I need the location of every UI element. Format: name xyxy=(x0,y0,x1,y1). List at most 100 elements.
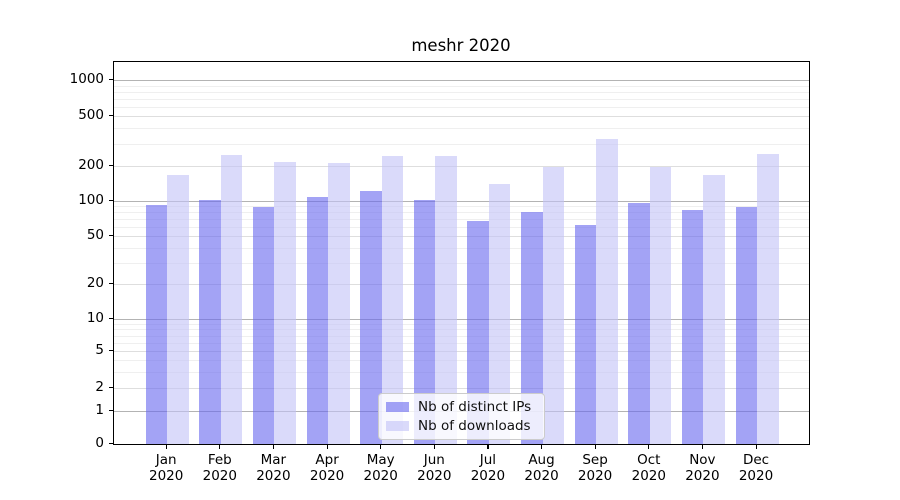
legend-label-downloads: Nb of downloads xyxy=(418,418,531,434)
x-tick-mark xyxy=(755,445,757,449)
gridline-y-3 xyxy=(114,371,809,373)
bar-distinct-ips-mar xyxy=(252,206,275,444)
x-tick-label-aug: Aug 2020 xyxy=(524,452,559,484)
gridline-y-1000 xyxy=(114,80,809,81)
y-tick-mark xyxy=(109,114,113,116)
bar-downloads-may xyxy=(381,155,404,444)
x-tick-label-jan: Jan 2020 xyxy=(149,452,184,484)
y-tick-label-1: 1 xyxy=(95,401,104,418)
x-tick-mark xyxy=(701,445,704,449)
x-tick-label-mar: Mar 2020 xyxy=(256,452,291,484)
x-tick-mark xyxy=(433,445,435,449)
legend: Nb of distinct IPs Nb of downloads xyxy=(378,393,545,440)
gridline-y-10 xyxy=(114,319,809,320)
gridline-y-70 xyxy=(114,219,809,220)
gridline-y-5 xyxy=(114,351,809,352)
gridline-y-2 xyxy=(114,388,809,389)
gridline-y-7 xyxy=(114,335,809,337)
legend-label-distinct-ips: Nb of distinct IPs xyxy=(418,399,532,415)
bar-downloads-oct xyxy=(649,166,672,444)
x-tick-label-apr: Apr 2020 xyxy=(309,452,345,484)
y-tick-label-50: 50 xyxy=(86,226,104,243)
chart-title: meshr 2020 xyxy=(411,36,511,55)
gridline-y-500 xyxy=(114,116,809,117)
y-tick-mark xyxy=(109,199,113,201)
x-tick-mark xyxy=(219,445,221,449)
bar-downloads-jul xyxy=(488,183,511,444)
legend-item-distinct-ips: Nb of distinct IPs xyxy=(386,400,536,414)
x-tick-mark xyxy=(165,445,167,449)
bar-downloads-mar xyxy=(274,162,296,444)
x-tick-label-nov: Nov 2020 xyxy=(685,452,720,484)
gridline-y-60 xyxy=(114,226,809,228)
y-tick-mark xyxy=(109,78,113,80)
x-tick-label-sep: Sep 2020 xyxy=(577,452,613,484)
bar-distinct-ips-dec xyxy=(735,206,757,444)
x-tick-label-dec: Dec 2020 xyxy=(738,452,774,484)
x-tick-label-jun: Jun 2020 xyxy=(417,452,452,484)
gridline-y-100 xyxy=(114,201,809,202)
bar-downloads-feb xyxy=(220,155,243,444)
bar-downloads-jun xyxy=(435,156,457,444)
y-tick-label-10: 10 xyxy=(86,309,104,326)
y-tick-label-2: 2 xyxy=(95,378,104,395)
gridline-y-40 xyxy=(114,247,809,249)
bar-downloads-apr xyxy=(328,162,350,444)
y-tick-mark xyxy=(109,164,113,166)
x-tick-mark xyxy=(326,445,328,449)
y-tick-mark xyxy=(109,409,113,411)
gridline-y-30 xyxy=(114,262,809,264)
bar-distinct-ips-jan xyxy=(145,205,168,444)
bar-distinct-ips-apr xyxy=(306,197,329,444)
gridline-y-900 xyxy=(114,85,809,87)
y-tick-label-500: 500 xyxy=(78,106,104,123)
gridline-y-6 xyxy=(114,342,809,344)
x-tick-mark xyxy=(272,445,275,449)
legend-swatch-downloads xyxy=(386,421,409,431)
bar-downloads-sep xyxy=(596,138,618,444)
y-tick-label-0: 0 xyxy=(95,435,104,451)
bar-distinct-ips-jun xyxy=(413,199,436,444)
x-tick-mark xyxy=(487,445,489,449)
y-tick-mark xyxy=(109,349,113,351)
bar-distinct-ips-jul xyxy=(467,220,489,444)
bar-distinct-ips-feb xyxy=(199,200,221,444)
gridline-y-20 xyxy=(114,284,809,285)
x-tick-mark xyxy=(541,445,543,449)
bar-downloads-dec xyxy=(757,154,779,444)
y-tick-mark xyxy=(109,443,113,445)
legend-item-downloads: Nb of downloads xyxy=(386,419,536,433)
y-tick-label-5: 5 xyxy=(95,341,104,358)
x-tick-mark xyxy=(380,445,382,449)
y-tick-mark xyxy=(109,386,113,388)
gridline-y-300 xyxy=(114,143,809,145)
x-tick-label-oct: Oct 2020 xyxy=(631,452,666,484)
bar-distinct-ips-sep xyxy=(574,225,597,444)
y-tick-label-20: 20 xyxy=(86,274,104,291)
y-tick-label-1000: 1000 xyxy=(69,70,104,87)
bar-distinct-ips-aug xyxy=(521,211,543,444)
bar-downloads-jan xyxy=(167,174,189,444)
y-tick-label-200: 200 xyxy=(78,156,104,173)
gridline-y-800 xyxy=(114,91,809,93)
x-tick-mark xyxy=(648,445,650,449)
gridline-y-8 xyxy=(114,329,809,331)
legend-swatch-distinct-ips xyxy=(386,402,409,412)
x-tick-label-may: May 2020 xyxy=(363,452,398,484)
gridline-y-600 xyxy=(114,106,809,108)
gridline-y-90 xyxy=(114,206,809,208)
x-tick-mark xyxy=(594,445,596,449)
gridline-y-9 xyxy=(114,323,809,325)
bar-downloads-aug xyxy=(542,166,564,444)
plot-area xyxy=(113,61,810,445)
gridline-y-80 xyxy=(114,212,809,214)
gridline-y-200 xyxy=(114,166,809,167)
y-tick-mark xyxy=(109,282,113,284)
x-tick-label-jul: Jul 2020 xyxy=(470,452,506,484)
y-tick-mark xyxy=(109,317,113,319)
gridline-y-700 xyxy=(114,98,809,100)
gridline-y-400 xyxy=(114,128,809,130)
gridline-y-4 xyxy=(114,360,809,361)
y-tick-mark xyxy=(109,234,113,236)
